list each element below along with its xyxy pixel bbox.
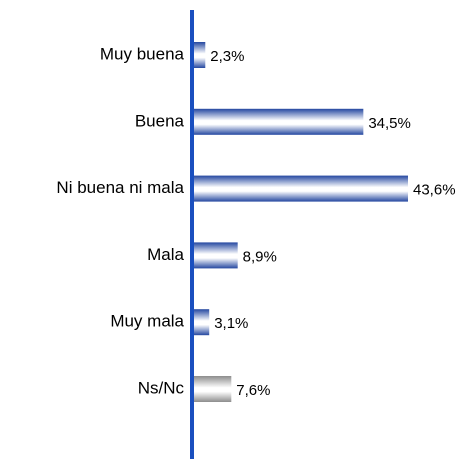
bar <box>194 108 364 135</box>
category-label: Ni buena ni mala <box>56 178 184 197</box>
bar <box>194 175 408 202</box>
bar <box>194 42 206 68</box>
bar <box>194 309 210 336</box>
category-label: Ns/Nc <box>138 378 185 397</box>
category-label: Muy buena <box>100 44 185 63</box>
value-label: 2,3% <box>210 48 244 65</box>
category-label: Muy mala <box>110 312 184 331</box>
bar <box>194 376 232 402</box>
category-label: Buena <box>135 111 185 130</box>
category-label: Mala <box>147 245 184 264</box>
value-label: 7,6% <box>236 382 270 399</box>
bar <box>194 242 238 269</box>
value-label: 3,1% <box>214 315 248 332</box>
value-label: 34,5% <box>368 115 411 132</box>
value-label: 8,9% <box>243 248 277 265</box>
value-label: 43,6% <box>413 182 456 199</box>
